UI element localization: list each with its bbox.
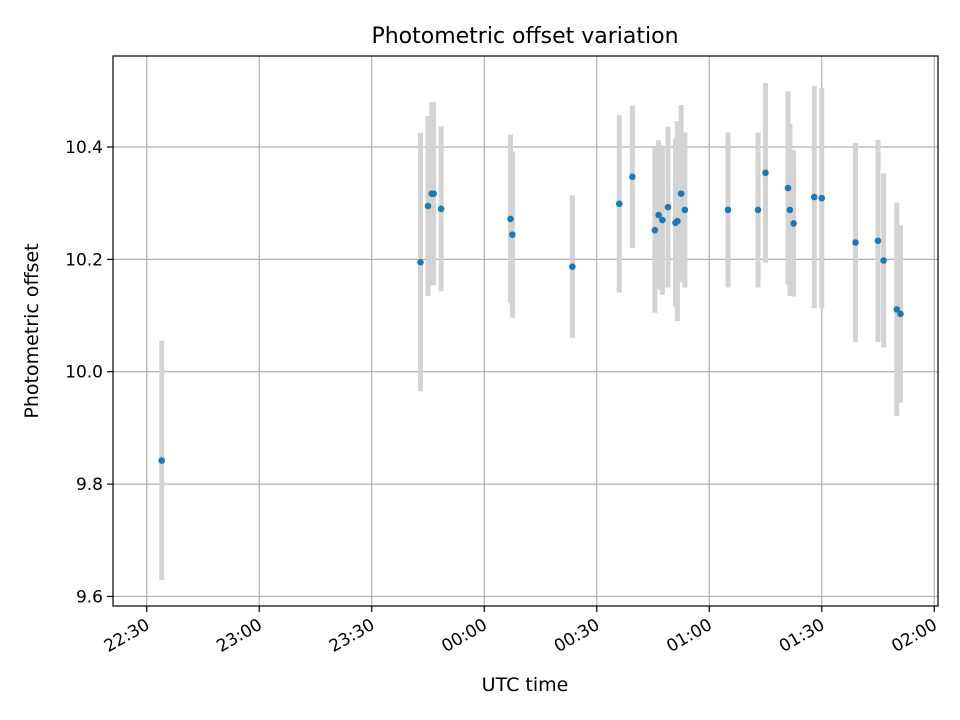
data-point <box>852 239 859 246</box>
data-point <box>629 173 636 181</box>
chart-title: Photometric offset variation <box>371 24 678 49</box>
data-point <box>507 215 514 223</box>
x-tick-label: 23:00 <box>213 615 265 657</box>
x-axis-ticks: 22:30 23:00 23:30 00:00 00:30 01:00 01:30 02:00 <box>101 606 941 657</box>
x-tick-label: 22:30 <box>101 615 153 657</box>
data-point <box>651 226 659 234</box>
data-point <box>786 206 794 214</box>
data-point <box>674 217 681 225</box>
y-tick-label: 10.0 <box>65 363 103 383</box>
data-point <box>158 457 166 464</box>
data-point <box>615 200 623 208</box>
data-point <box>430 190 437 197</box>
data-point <box>437 205 445 213</box>
data-point <box>874 237 882 245</box>
data-point <box>677 190 685 197</box>
x-tick-label: 02:00 <box>888 615 940 657</box>
x-tick-label: 00:00 <box>438 615 490 657</box>
data-point <box>880 257 887 264</box>
data-point <box>897 310 904 318</box>
x-tick-label: 23:30 <box>326 615 378 657</box>
x-tick-label: 01:30 <box>776 615 828 657</box>
data-point <box>664 203 672 211</box>
y-axis-ticks: 9.6 9.8 10.0 10.2 10.4 <box>65 138 113 607</box>
x-tick-label: 00:30 <box>551 615 603 657</box>
data-point <box>509 231 516 238</box>
y-tick-label: 9.6 <box>76 587 103 607</box>
data-point <box>681 206 689 214</box>
data-point <box>810 193 818 201</box>
grid-lines <box>113 56 938 606</box>
data-point <box>754 206 762 214</box>
data-point <box>569 263 576 270</box>
plot-frame <box>112 55 939 607</box>
data-point <box>762 169 769 177</box>
data-point <box>893 306 901 313</box>
y-tick-label: 10.2 <box>65 250 103 270</box>
data-point <box>790 220 797 227</box>
y-tick-label: 9.8 <box>76 475 103 495</box>
data-point <box>724 206 732 214</box>
data-point <box>659 216 666 224</box>
data-point <box>424 202 432 210</box>
x-tick-label: 01:00 <box>663 615 715 657</box>
error-bars <box>159 82 903 581</box>
data-point <box>784 184 792 192</box>
data-point <box>655 211 662 219</box>
data-point <box>417 258 424 266</box>
x-axis-label: UTC time <box>482 674 569 696</box>
data-points <box>158 169 904 464</box>
y-axis-label: Photometric offset <box>21 243 43 418</box>
data-point <box>818 194 826 202</box>
y-tick-label: 10.4 <box>65 138 103 158</box>
